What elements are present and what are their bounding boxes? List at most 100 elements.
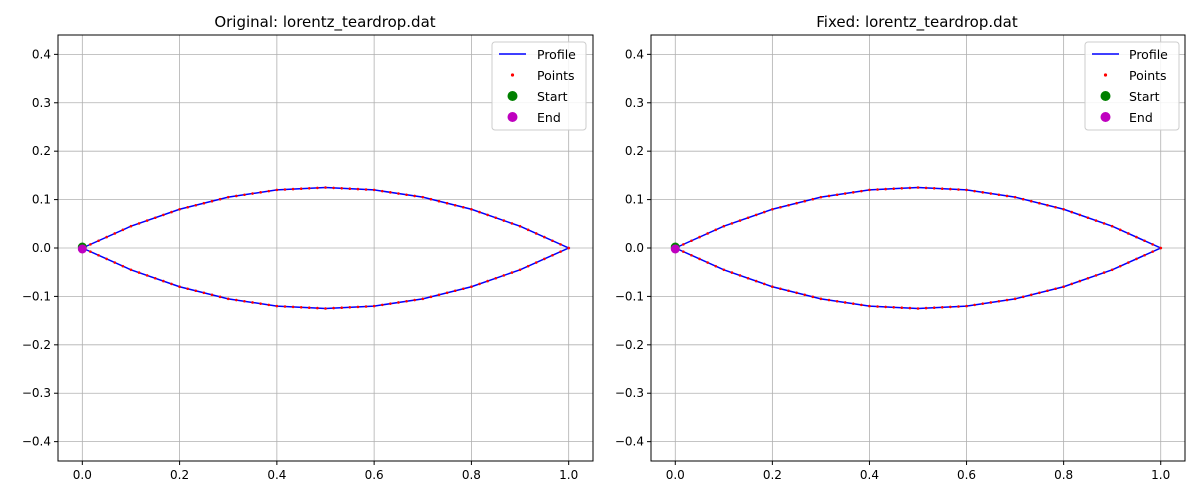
right-point-105	[803, 293, 807, 297]
right-point-82	[989, 301, 993, 304]
right-point-65	[1127, 261, 1130, 264]
right-point-90	[924, 306, 928, 310]
left-y-tick-label-6: 0.2	[32, 144, 51, 158]
left-point-41	[413, 194, 416, 198]
left-point-31	[332, 186, 335, 190]
right-legend-end-label: End	[1129, 110, 1153, 125]
right-point-34	[949, 187, 952, 191]
left-point-46	[453, 203, 457, 207]
left-y-tick-label-3: −0.1	[22, 289, 51, 303]
right-x-tick-label-1: 0.2	[763, 468, 782, 482]
left-y-tick-label-2: −0.2	[22, 338, 51, 352]
right-point-79	[1013, 297, 1017, 301]
right-point-23	[860, 189, 863, 193]
right-point-80	[1005, 298, 1009, 302]
left-point-15	[202, 201, 206, 205]
left-point-89	[340, 306, 344, 310]
right-x-tick-label-4: 0.8	[1054, 468, 1073, 482]
right-point-55	[1118, 228, 1122, 232]
right-point-71	[1078, 279, 1082, 283]
right-point-28	[900, 186, 904, 190]
right-legend-end-marker	[1100, 112, 1111, 122]
left-point-72	[478, 282, 481, 286]
right-point-14	[787, 203, 790, 207]
right-point-39	[989, 192, 993, 195]
left-point-51	[494, 216, 498, 220]
right-point-40	[997, 193, 1001, 197]
right-point-91	[916, 307, 920, 310]
left-point-74	[462, 287, 465, 291]
left-plot-area: 0.0 0.2 0.4 0.6 0.8 1.0 −0.4 −0.3 −0.2 −0.1 0.0 0.1…	[22, 34, 594, 482]
right-point-38	[981, 191, 985, 194]
right-point-77	[1029, 293, 1033, 297]
left-point-6	[129, 224, 133, 228]
right-point-36	[965, 188, 968, 192]
left-panel: Original: lorentz_teardrop.dat 0.0 0.2 0.4…	[22, 13, 594, 482]
left-point-79	[421, 297, 425, 301]
right-point-86	[957, 305, 960, 308]
left-point-87	[356, 305, 360, 309]
right-point-85	[965, 304, 968, 308]
right-point-43	[1021, 197, 1025, 201]
left-point-120	[89, 250, 92, 253]
right-y-tick-label-4: 0.0	[625, 241, 644, 255]
right-point-97	[868, 304, 871, 308]
left-point-118	[105, 257, 108, 261]
right-y-tick-label-0: −0.4	[615, 435, 644, 449]
left-point-3	[105, 235, 108, 239]
right-point-30	[916, 186, 920, 189]
left-point-68	[510, 271, 514, 274]
right-y-tick-label-3: −0.1	[615, 289, 644, 303]
right-point-100	[843, 301, 847, 304]
left-point-80	[413, 298, 416, 302]
right-point-64	[1135, 257, 1138, 261]
left-point-32	[340, 186, 344, 190]
left-point-28	[307, 186, 311, 190]
left-point-84	[380, 303, 384, 307]
left-point-45	[445, 201, 449, 205]
right-point-81	[997, 299, 1001, 303]
left-point-13	[186, 205, 189, 209]
right-point-118	[698, 257, 701, 261]
right-point-108	[779, 287, 782, 291]
right-point-76	[1038, 291, 1041, 295]
right-y-tick-label-1: −0.3	[615, 386, 644, 400]
right-point-45	[1038, 201, 1041, 205]
left-point-75	[453, 289, 457, 293]
right-point-72	[1070, 282, 1074, 286]
left-point-37	[380, 189, 384, 193]
left-y-tick-label-8: 0.4	[32, 47, 51, 61]
left-point-115	[129, 268, 133, 272]
right-point-87	[949, 305, 952, 309]
right-point-9	[746, 216, 750, 220]
right-x-tick-label-5: 1.0	[1151, 468, 1170, 482]
right-point-70	[1086, 276, 1090, 280]
left-point-107	[194, 289, 198, 293]
left-point-101	[243, 299, 246, 303]
left-point-78	[429, 295, 433, 299]
left-y-tick-label-0: −0.4	[22, 435, 51, 449]
left-point-9	[153, 216, 157, 220]
left-point-96	[283, 305, 287, 308]
right-point-75	[1046, 289, 1049, 293]
right-point-4	[706, 232, 709, 235]
right-point-66	[1118, 264, 1122, 268]
right-point-106	[795, 291, 798, 295]
right-point-107	[787, 289, 790, 293]
left-point-57	[543, 235, 546, 239]
right-point-41	[1005, 194, 1009, 198]
right-point-119	[690, 253, 693, 257]
left-point-42	[421, 195, 425, 199]
left-point-100	[251, 301, 254, 304]
left-y-tick-label-7: 0.3	[32, 96, 51, 110]
left-point-109	[178, 285, 181, 289]
right-point-44	[1029, 199, 1033, 203]
right-point-104	[811, 295, 815, 299]
right-point-11	[762, 210, 766, 214]
right-panel: Fixed: lorentz_teardrop.dat 0.0 0.2 0.4 0.6…	[615, 13, 1186, 482]
right-plot-area: 0.0 0.2 0.4 0.6 0.8 1.0 −0.4 −0.3 −0.2 −0.1 0.0 0.1…	[615, 34, 1186, 482]
left-point-23	[267, 189, 271, 193]
left-point-91	[324, 307, 327, 310]
left-x-tick-label-3: 0.6	[365, 468, 384, 482]
